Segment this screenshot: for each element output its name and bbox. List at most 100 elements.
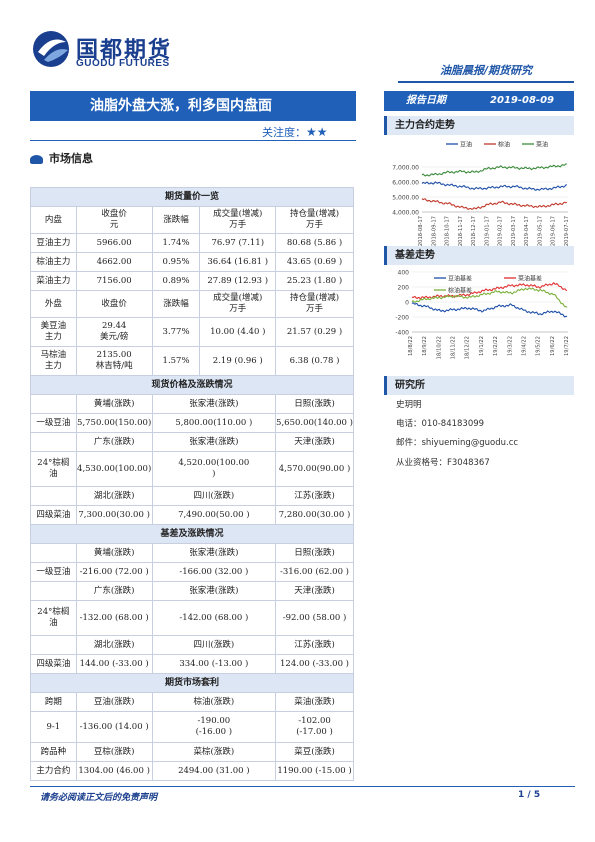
table-cell: 期货量价一览 bbox=[30, 187, 354, 207]
main-contract-heading: 主力合约走势 bbox=[384, 116, 574, 135]
company-logo: 国都期货 GUODU FUTURES bbox=[30, 28, 190, 72]
x-tick-label: 18/8/22 bbox=[408, 336, 414, 356]
table-row: 棕油主力 4662.00 0.95% 36.64 (16.81 ) 43.65 (0.6… bbox=[30, 252, 354, 272]
logo-chinese-name: 国都期货 bbox=[76, 38, 173, 63]
table-cell: 5,650.00(140.00 ) bbox=[275, 413, 354, 433]
footer-divider bbox=[30, 786, 575, 787]
y-tick-label: 400 bbox=[398, 270, 410, 277]
table-cell: 一级豆油 bbox=[30, 562, 77, 582]
research-heading: 研究所 bbox=[384, 376, 574, 395]
table-row: 四级菜油 7,300.00(30.00 ) 7,490.00(50.00 ) 7,28… bbox=[30, 505, 354, 525]
table-row: 基差及涨跌情况 bbox=[30, 524, 354, 544]
table-cell: 张家港(涨跌) bbox=[151, 581, 277, 601]
table-cell: -102.00 (-17.00 ) bbox=[275, 711, 354, 743]
x-tick-label: 18/11/22 bbox=[451, 336, 457, 359]
y-tick-label: 4,000.00 bbox=[392, 210, 419, 217]
table-cell: 6.38 (0.78 ) bbox=[275, 346, 354, 376]
table-cell: -316.00 (62.00 ) bbox=[275, 562, 354, 582]
table-cell: 1304.00 (46.00 ) bbox=[75, 761, 153, 781]
table-row: 跨品种 豆棕(涨跌) 菜棕(涨跌) 菜豆(涨跌) bbox=[30, 742, 354, 762]
report-type: 油脂晨报/期货研究 bbox=[398, 61, 574, 83]
table-row: 24°棕榈油 4,530.00(100.00) 4,520.00(100.00) 4,… bbox=[30, 451, 354, 487]
table-cell: 收盘价 bbox=[75, 290, 153, 318]
x-tick-label: 19/3/22 bbox=[507, 336, 513, 356]
attention-label: 关注度： bbox=[262, 126, 306, 139]
x-tick-label: 2019-01-17 bbox=[484, 216, 490, 246]
table-cell: 76.97 (7.11) bbox=[199, 233, 277, 253]
analyst-email[interactable]: 邮件：shiyueming@guodu.cc bbox=[396, 438, 519, 448]
main-contract-chart: 4,000.00 5,000.00 6,000.00 7,000.00 2018-08-… bbox=[392, 141, 570, 247]
table-cell: -136.00 (14.00 ) bbox=[75, 711, 153, 743]
table-cell: 涨跌幅 bbox=[151, 290, 201, 318]
table-cell: 美豆油 主力 bbox=[30, 317, 77, 347]
table-cell: 马棕油 主力 bbox=[30, 346, 77, 376]
table-cell: 9-1 bbox=[30, 711, 77, 743]
table-cell: 菜棕(涨跌) bbox=[151, 742, 277, 762]
legend-label: 菜油基差 bbox=[518, 275, 542, 283]
analyst-phone: 电话：010-84183099 bbox=[396, 419, 485, 429]
table-row: 现货价格及涨跌情况 bbox=[30, 375, 354, 395]
table-cell bbox=[30, 543, 77, 563]
x-tick-label: 2019-05-17 bbox=[537, 216, 543, 246]
legend-label: 棕油 bbox=[498, 141, 510, 149]
table-cell: 5,800.00(110.00 ) bbox=[151, 413, 277, 433]
y-tick-label: 5,000.00 bbox=[392, 195, 419, 202]
table-cell: 湖北(涨跌) bbox=[75, 486, 153, 506]
table-cell: 2135.00 林吉特/吨 bbox=[75, 346, 153, 376]
table-cell: 内盘 bbox=[30, 206, 77, 234]
table-cell: 持仓量(增减) 万手 bbox=[275, 290, 354, 318]
table-row: 湖北(涨跌) 四川(涨跌) 江苏(涨跌) bbox=[30, 486, 354, 506]
table-cell: 棕油(涨跌) bbox=[151, 692, 277, 712]
table-cell: 7,280.00(30.00 ) bbox=[275, 505, 354, 525]
table-row: 外盘 收盘价 涨跌幅 成交量(增减) 万手 持仓量(增减) 万手 bbox=[30, 290, 354, 318]
x-tick-label: 18/9/22 bbox=[422, 336, 428, 356]
table-cell: 7156.00 bbox=[75, 271, 153, 291]
table-cell: 1.57% bbox=[151, 346, 201, 376]
table-cell: 主力合约 bbox=[30, 761, 77, 781]
table-row: 黄埔(涨跌) 张家港(涨跌) 日照(涨跌) bbox=[30, 394, 354, 414]
logo-english-name: GUODU FUTURES bbox=[76, 58, 170, 69]
table-row: 期货市场套利 bbox=[30, 673, 354, 693]
y-tick-label: 200 bbox=[398, 285, 410, 292]
table-cell: 四川(涨跌) bbox=[151, 486, 277, 506]
table-cell: 1.74% bbox=[151, 233, 201, 253]
table-cell bbox=[30, 635, 77, 655]
table-cell: 涨跌幅 bbox=[151, 206, 201, 234]
series-line-3 bbox=[411, 287, 568, 308]
table-row: 马棕油 主力 2135.00 林吉特/吨 1.57% 2.19 (0.96 ) 6.38 (… bbox=[30, 346, 354, 376]
table-cell: 广东(涨跌) bbox=[75, 432, 153, 452]
x-tick-label: 19/2/22 bbox=[493, 336, 499, 356]
table-cell: 3.77% bbox=[151, 317, 201, 347]
x-tick-label: 19/7/22 bbox=[564, 336, 570, 356]
table-cell: 棕油主力 bbox=[30, 252, 77, 272]
market-info-label: 市场信息 bbox=[49, 152, 93, 165]
y-tick-label: 6,000.00 bbox=[392, 180, 419, 187]
x-tick-label: 2018-12-17 bbox=[471, 216, 477, 246]
table-cell bbox=[30, 394, 77, 414]
table-cell: 21.57 (0.29 ) bbox=[275, 317, 354, 347]
table-cell: 黄埔(涨跌) bbox=[75, 394, 153, 414]
market-info-heading: 市场信息 bbox=[30, 150, 93, 166]
table-cell: 菜豆(涨跌) bbox=[275, 742, 354, 762]
table-cell: -216.00 (72.00 ) bbox=[75, 562, 153, 582]
legend-label: 豆油基差 bbox=[448, 275, 472, 283]
page-number: 1 / 5 bbox=[518, 790, 541, 800]
table-row: 一级豆油 -216.00 (72.00 ) -166.00 (32.00 ) -316… bbox=[30, 562, 354, 582]
analyst-license: 从业资格号：F3048367 bbox=[396, 458, 490, 468]
table-cell: 43.65 (0.69 ) bbox=[275, 252, 354, 272]
table-cell: -190.00 (-16.00 ) bbox=[151, 711, 277, 743]
table-cell: 36.64 (16.81 ) bbox=[199, 252, 277, 272]
table-cell: 27.89 (12.93 ) bbox=[199, 271, 277, 291]
y-tick-label: 7,000.00 bbox=[392, 165, 419, 172]
x-tick-label: 19/1/22 bbox=[479, 336, 485, 356]
table-cell: 张家港(涨跌) bbox=[151, 543, 277, 563]
y-tick-label: -400 bbox=[395, 330, 409, 337]
table-cell: 4,570.00(90.00 ) bbox=[275, 451, 354, 487]
table-cell: 2494.00 (31.00 ) bbox=[151, 761, 277, 781]
x-tick-label: 2019-07-17 bbox=[564, 216, 570, 246]
table-row: 9-1 -136.00 (14.00 ) -190.00 (-16.00 ) -102.… bbox=[30, 711, 354, 743]
table-cell: 四川(涨跌) bbox=[151, 635, 277, 655]
table-cell: 黄埔(涨跌) bbox=[75, 543, 153, 563]
series-line-2 bbox=[421, 198, 568, 211]
table-cell: 144.00 (-33.00 ) bbox=[75, 654, 153, 674]
